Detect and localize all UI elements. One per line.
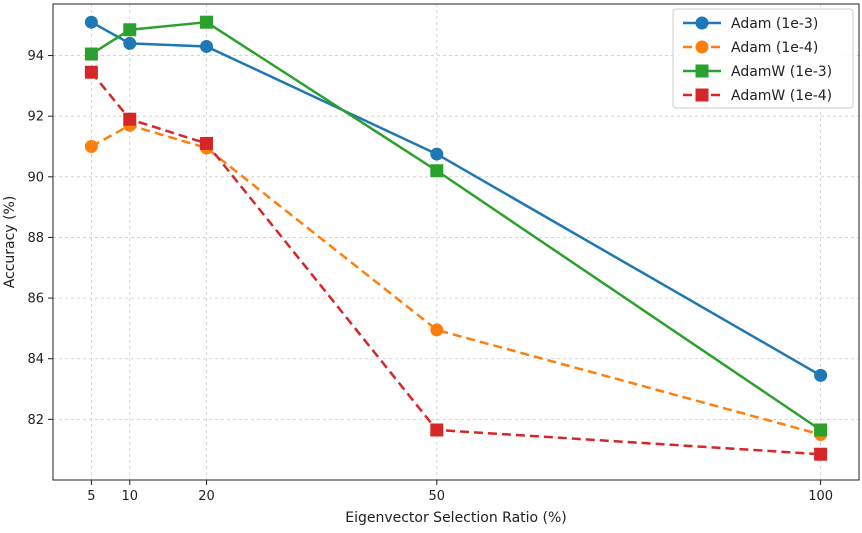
data-point-adamw-1e-3 [200, 15, 214, 29]
legend-marker [695, 40, 709, 54]
data-point-adamw-1e-4 [200, 136, 214, 150]
legend-item-adam-1e-3: Adam (1e-3) [683, 16, 818, 32]
series-line-adamw-1e-4 [90, 71, 821, 456]
y-tick-label: 86 [27, 292, 44, 307]
legend-label: AdamW (1e-3) [731, 64, 832, 80]
data-point-adam-1e-3 [430, 147, 444, 161]
y-tick-label: 94 [27, 49, 44, 64]
data-point-adam-1e-3 [84, 15, 98, 29]
x-tick-label: 10 [121, 489, 138, 504]
series-adamw-1e-4 [84, 65, 828, 461]
x-tick-label: 50 [429, 489, 446, 504]
data-point-adam-1e-4 [430, 323, 444, 337]
y-tick-label: 84 [27, 352, 44, 367]
x-tick-label: 20 [198, 489, 215, 504]
legend-marker [695, 16, 709, 30]
y-tick-label: 92 [27, 110, 44, 125]
series-adam-1e-4 [84, 118, 828, 442]
x-tick-label: 5 [87, 489, 95, 504]
data-point-adam-1e-3 [814, 368, 828, 382]
x-axis-title: Eigenvector Selection Ratio (%) [345, 510, 567, 526]
x-tick-label: 100 [808, 489, 833, 504]
legend-box [672, 8, 854, 109]
data-point-adam-1e-3 [200, 39, 214, 53]
series-adamw-1e-3 [84, 15, 828, 437]
series-adam-1e-3 [84, 15, 828, 382]
data-point-adamw-1e-3 [123, 23, 137, 37]
data-point-adamw-1e-4 [430, 423, 444, 437]
series-line-adam-1e-4 [90, 124, 821, 436]
legend-label: Adam (1e-3) [731, 16, 818, 32]
data-point-adamw-1e-3 [430, 164, 444, 178]
y-tick-label: 88 [27, 231, 44, 246]
legend-label: AdamW (1e-4) [731, 88, 832, 104]
data-point-adamw-1e-3 [814, 423, 828, 437]
legend-marker [695, 64, 709, 78]
data-point-adamw-1e-4 [84, 65, 98, 79]
ticks: 5 10 20 50 100 82 84 86 88 90 92 94 [27, 49, 833, 504]
data-point-adam-1e-3 [123, 36, 137, 50]
legend-label: Adam (1e-4) [731, 40, 818, 56]
legend-item-adam-1e-4: Adam (1e-4) [683, 40, 818, 56]
y-tick-label: 90 [27, 170, 44, 185]
grid [53, 4, 859, 480]
legend: Adam (1e-3) Adam (1e-4) AdamW (1e-3) AdamW … [672, 8, 854, 109]
data-point-adamw-1e-4 [123, 112, 137, 126]
legend-item-adamw-1e-3: AdamW (1e-3) [683, 64, 832, 80]
plot-frame [52, 3, 860, 481]
series-layer [84, 15, 828, 461]
data-point-adamw-1e-3 [84, 47, 98, 61]
data-point-adam-1e-4 [84, 139, 98, 153]
data-point-adamw-1e-4 [814, 447, 828, 461]
y-tick-label: 82 [27, 413, 44, 428]
legend-marker [695, 88, 709, 102]
legend-item-adamw-1e-4: AdamW (1e-4) [683, 88, 832, 104]
y-axis-title: Accuracy (%) [2, 196, 18, 289]
